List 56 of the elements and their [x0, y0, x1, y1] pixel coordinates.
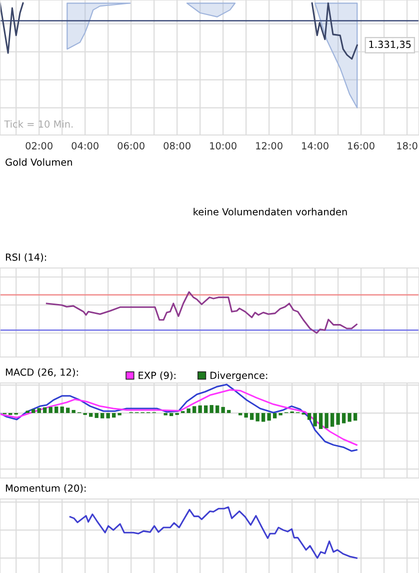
bar [324, 413, 328, 428]
bar [66, 408, 70, 414]
bar [261, 413, 266, 422]
legend-label: EXP (9): [138, 372, 176, 380]
bar [198, 405, 202, 414]
bar [256, 413, 260, 422]
bar [106, 413, 110, 418]
bar [272, 413, 277, 418]
x-tick-label: 06:00 [118, 142, 144, 150]
bar [267, 413, 271, 421]
bar [250, 413, 254, 420]
bar [43, 407, 47, 414]
bar [342, 413, 346, 424]
x-tick-label: 02:00 [26, 142, 52, 150]
bar [307, 413, 312, 420]
x-tick-label: 10:00 [210, 142, 236, 150]
bar [226, 410, 231, 414]
bar [72, 410, 76, 414]
bar [186, 408, 190, 414]
bar [48, 406, 52, 414]
bar [221, 406, 225, 414]
chart-title: Momentum (20): [6, 484, 86, 493]
bar [112, 413, 116, 418]
bar [100, 413, 104, 418]
text: Tick = 10 Min. [4, 120, 73, 128]
bar [26, 410, 30, 414]
bar [318, 413, 323, 429]
bar [88, 413, 93, 417]
bar [32, 409, 36, 414]
text: Gold Volumen [6, 158, 72, 166]
bar [192, 406, 196, 414]
x-tick-label: 16:00 [348, 142, 374, 150]
x-tick-label: 18:0 [397, 142, 418, 150]
bar [330, 413, 334, 427]
bar [204, 405, 208, 414]
annotation: 1.331,35 [369, 40, 411, 50]
x-tick-label: 12:00 [256, 142, 282, 150]
text: keine Volumendaten vorhanden [194, 208, 347, 216]
bar [60, 406, 64, 414]
x-tick-label: 14:00 [302, 142, 328, 150]
x-tick-label: 08:00 [164, 142, 190, 150]
chart-title: RSI (14): [6, 253, 46, 262]
bar [244, 413, 248, 418]
bar [54, 406, 58, 414]
bar [169, 413, 174, 416]
bar [353, 413, 358, 421]
legend-label: Divergence: [210, 371, 268, 381]
x-tick-label: 04:00 [72, 142, 98, 150]
bar [210, 405, 214, 414]
bar [348, 413, 352, 422]
chart-title: MACD (26, 12): [6, 368, 78, 377]
bar [94, 413, 98, 418]
bar [37, 408, 41, 414]
bar [215, 405, 220, 414]
bar [313, 413, 317, 426]
bar [336, 413, 340, 425]
